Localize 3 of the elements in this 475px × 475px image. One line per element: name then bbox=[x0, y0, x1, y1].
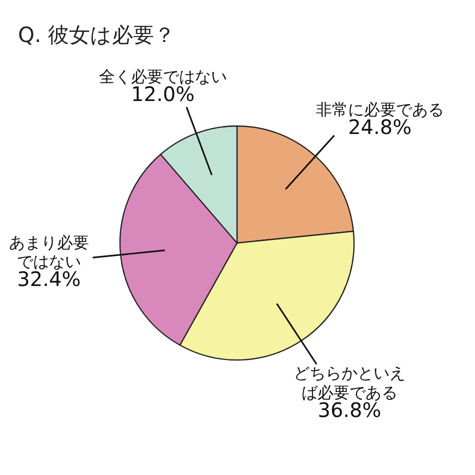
slice-label: 全く必要ではない bbox=[98, 66, 227, 86]
slice-label: 非常に必要である bbox=[316, 100, 444, 119]
chart-title: Q. 彼女は必要？ bbox=[18, 23, 175, 47]
